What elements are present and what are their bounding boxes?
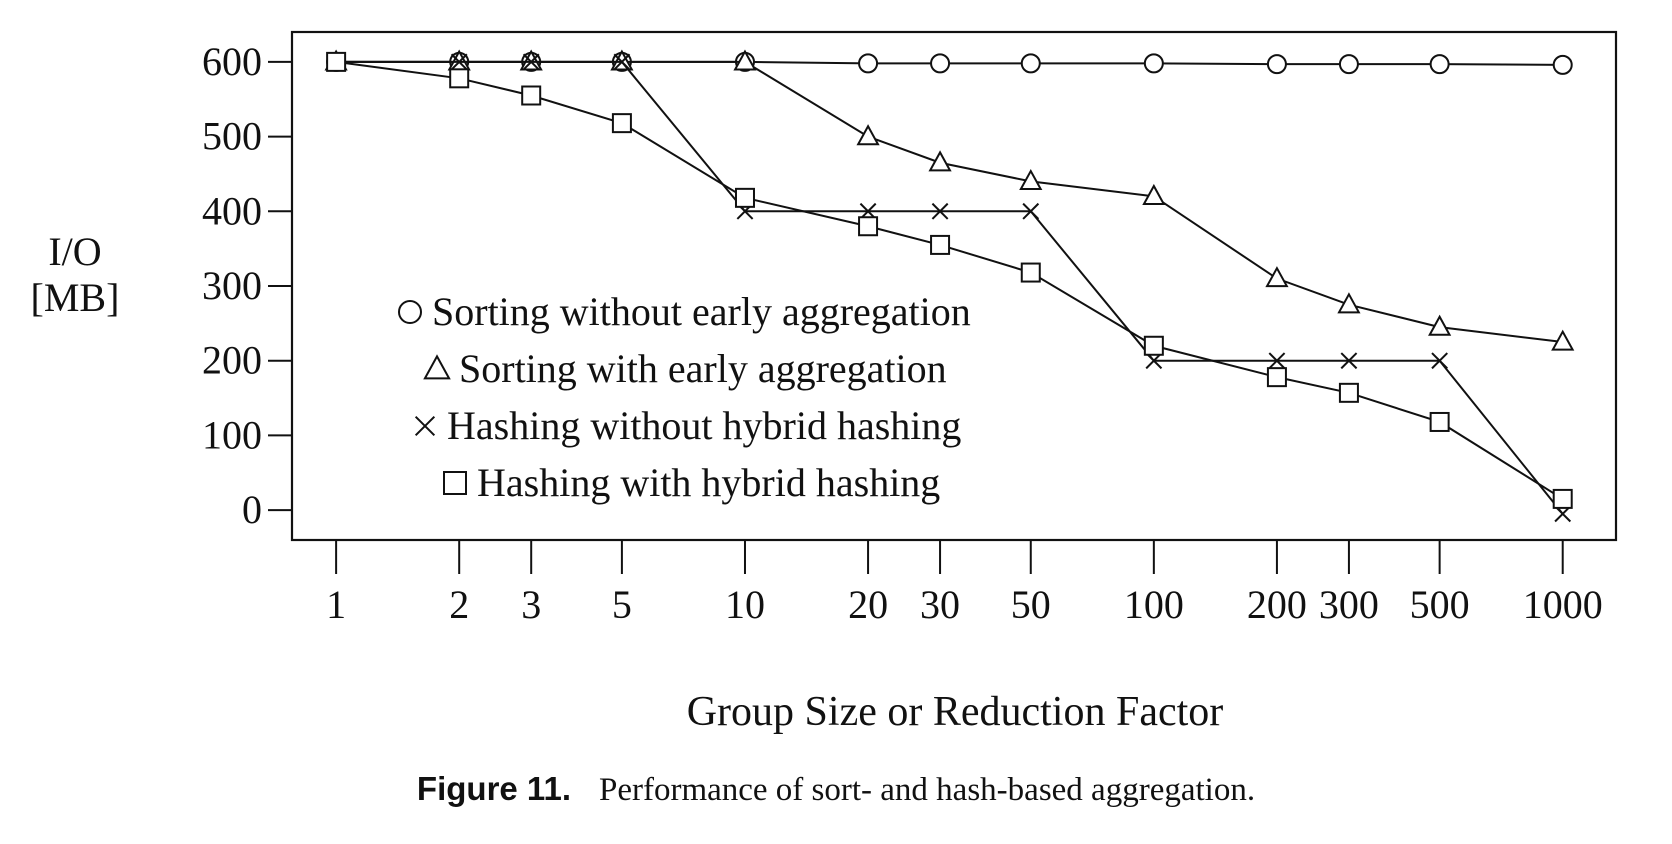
legend-item: Sorting without early aggregation xyxy=(398,289,971,334)
legend: Sorting without early aggregation Sorting… xyxy=(398,289,971,505)
marker-circle xyxy=(1143,53,1164,74)
legend-label: Sorting without early aggregation xyxy=(432,289,971,334)
chart: 0 100 200 300 400 500 600 1 2 3 5 10 20 30 50 100 200 30… xyxy=(31,30,1618,735)
marker-x xyxy=(613,53,631,71)
marker-x xyxy=(1268,352,1286,370)
y-axis-title-line: I/O xyxy=(48,229,101,274)
marker-square xyxy=(1552,488,1573,509)
series-square xyxy=(326,51,1573,509)
x-axis: 1 2 3 5 10 20 30 50 100 200 300 500 1000 xyxy=(326,540,1603,627)
series-x xyxy=(327,53,1572,523)
marker-circle xyxy=(398,300,422,324)
marker-triangle xyxy=(1551,329,1575,351)
marker-square xyxy=(1020,262,1041,283)
marker-circle xyxy=(1020,53,1041,74)
y-tick-label: 300 xyxy=(202,263,262,308)
marker-square xyxy=(1429,411,1450,432)
marker-square xyxy=(443,471,467,495)
marker-circle xyxy=(1266,54,1287,75)
marker-square xyxy=(521,85,542,106)
y-tick-label: 600 xyxy=(202,39,262,84)
x-tick-label: 30 xyxy=(920,582,960,627)
legend-item: Hashing with hybrid hashing xyxy=(443,460,940,505)
series-circle xyxy=(326,51,1573,75)
marker-square xyxy=(1338,382,1359,403)
marker-triangle xyxy=(1142,183,1166,206)
marker-square xyxy=(858,216,879,237)
x-tick-label: 1000 xyxy=(1523,582,1603,627)
marker-x xyxy=(1022,202,1040,220)
y-axis: 0 100 200 300 400 500 600 xyxy=(202,39,292,532)
marker-triangle xyxy=(928,150,952,172)
x-tick-label: 50 xyxy=(1011,582,1051,627)
x-tick-label: 200 xyxy=(1247,582,1307,627)
marker-square xyxy=(734,187,755,208)
marker-circle xyxy=(858,53,879,74)
marker-triangle xyxy=(1019,168,1043,191)
marker-x xyxy=(522,53,540,71)
marker-square xyxy=(326,51,347,72)
marker-triangle xyxy=(1428,314,1452,336)
legend-label: Hashing with hybrid hashing xyxy=(477,460,940,505)
legend-label: Hashing without hybrid hashing xyxy=(447,403,961,448)
marker-circle xyxy=(930,53,951,74)
caption-text: Performance of sort- and hash-based aggr… xyxy=(598,772,1256,808)
marker-triangle xyxy=(733,49,757,71)
marker-x xyxy=(1431,352,1448,370)
x-tick-label: 2 xyxy=(449,582,469,627)
y-axis-title-line: [MB] xyxy=(31,275,120,320)
marker-circle xyxy=(1338,54,1359,75)
series-layer xyxy=(324,49,1575,523)
x-tick-label: 500 xyxy=(1410,582,1470,627)
marker-triangle xyxy=(1337,292,1361,314)
y-tick-label: 500 xyxy=(202,114,262,159)
legend-label: Sorting with early aggregation xyxy=(459,346,947,391)
x-tick-label: 100 xyxy=(1124,582,1184,627)
marker-x xyxy=(1340,352,1358,370)
marker-x xyxy=(931,202,949,220)
marker-triangle xyxy=(856,124,880,146)
legend-item: Sorting with early aggregation xyxy=(423,346,947,391)
figure-caption: Figure 11. Performance of sort- and hash-… xyxy=(0,770,1672,809)
caption-label: Figure 11. xyxy=(416,770,571,807)
marker-x xyxy=(414,415,436,437)
x-tick-label: 1 xyxy=(326,582,346,627)
x-tick-label: 20 xyxy=(848,582,888,627)
y-tick-label: 100 xyxy=(202,412,262,457)
marker-triangle xyxy=(423,354,451,380)
marker-square xyxy=(930,234,951,255)
x-tick-label: 5 xyxy=(612,582,632,627)
marker-square xyxy=(1266,367,1287,388)
legend-item: Hashing without hybrid hashing xyxy=(414,403,961,448)
marker-circle xyxy=(1429,54,1450,75)
marker-square xyxy=(1143,335,1164,356)
marker-triangle xyxy=(1265,266,1289,288)
x-tick-label: 10 xyxy=(725,582,765,627)
x-tick-label: 300 xyxy=(1319,582,1379,627)
marker-square xyxy=(611,113,632,134)
x-axis-title: Group Size or Reduction Factor xyxy=(687,689,1224,735)
y-tick-label: 400 xyxy=(202,188,262,233)
marker-circle xyxy=(1552,54,1573,75)
marker-square xyxy=(449,68,470,89)
x-tick-label: 3 xyxy=(521,582,541,627)
y-tick-label: 0 xyxy=(242,487,262,532)
y-tick-label: 200 xyxy=(202,338,262,383)
y-axis-title: I/O[MB] xyxy=(31,229,120,320)
marker-x xyxy=(450,53,468,71)
